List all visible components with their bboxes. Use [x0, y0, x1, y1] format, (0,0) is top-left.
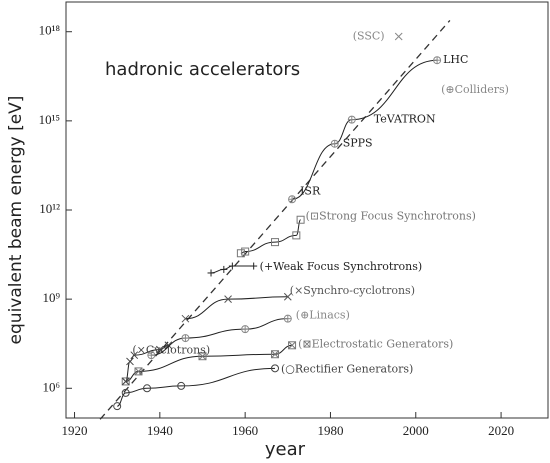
marker-stroke: [224, 295, 232, 303]
marker-stroke: [121, 377, 130, 386]
marker-shape: [241, 247, 250, 256]
marker: [121, 388, 130, 397]
marker: [164, 341, 173, 350]
series-line: [185, 296, 288, 320]
marker: [288, 195, 297, 204]
marker-stroke: [271, 350, 279, 359]
point-label: TeVATRON: [374, 113, 436, 126]
point-label: LHC: [443, 53, 468, 66]
marker-stroke: [283, 292, 292, 301]
marker: [271, 350, 280, 359]
marker: [296, 215, 305, 224]
series-label: (+Weak Focus Synchrotrons): [260, 260, 422, 273]
marker: [271, 238, 280, 247]
trend-line: [99, 19, 451, 420]
marker: [113, 402, 122, 411]
series-line: [117, 367, 276, 407]
marker: [121, 377, 130, 386]
annotation: hadronic accelerators: [105, 59, 300, 80]
y-tick-label: 10⁹: [42, 290, 60, 305]
marker-shape: [121, 388, 130, 397]
marker-stroke: [134, 367, 143, 376]
marker-stroke: [181, 314, 190, 323]
marker: [177, 381, 186, 390]
marker-shape: [271, 238, 280, 247]
marker: [181, 334, 190, 343]
marker-stroke: [155, 345, 164, 354]
y-tick-label: 10⁶: [42, 379, 60, 394]
point-label: ISR: [300, 184, 321, 197]
x-axis-label: year: [265, 439, 306, 460]
x-tick-label: 1920: [62, 423, 88, 438]
marker-stroke: [198, 352, 207, 361]
marker-stroke: [394, 32, 403, 41]
marker: [126, 357, 134, 366]
marker-shape: [271, 364, 280, 373]
marker: [241, 325, 250, 334]
marker: [134, 367, 143, 376]
y-axis-label: equivalent beam energy [eV]: [6, 96, 26, 345]
marker-shape: [198, 352, 207, 361]
marker: [198, 352, 207, 361]
x-tick-label: 2000: [403, 423, 429, 438]
x-tick-label: 1960: [232, 423, 258, 438]
marker: [181, 314, 190, 323]
marker: [130, 351, 139, 360]
series-label: (○Rectifier Generators): [281, 362, 413, 375]
marker: [220, 265, 228, 273]
marker: [394, 32, 403, 41]
x-tick-label: 1980: [317, 423, 343, 438]
series-label: (×Cyclotrons): [132, 343, 210, 356]
marker-shape: [113, 402, 122, 411]
marker-shape: [236, 249, 245, 258]
marker: [347, 115, 356, 124]
series-label: (⊠Electrostatic Generators): [298, 337, 453, 350]
marker-stroke: [164, 341, 173, 350]
marker-shape: [134, 367, 143, 376]
series-label: (⊕Linacs): [296, 309, 350, 322]
marker: [224, 295, 232, 303]
point-label: SPPS: [343, 137, 373, 150]
series-line: [211, 265, 254, 274]
marker: [292, 231, 301, 240]
marker-shape: [292, 231, 301, 240]
y-tick-label: 10¹⁸: [39, 23, 61, 38]
marker-shape: [177, 381, 186, 390]
marker-shape: [143, 384, 152, 393]
series-label: (SSC): [353, 30, 385, 43]
marker: [288, 341, 297, 350]
marker: [330, 139, 339, 148]
series-label: (⊕Colliders): [441, 83, 509, 96]
marker: [147, 351, 156, 360]
marker-shape: [288, 341, 297, 350]
x-tick-label: 2020: [488, 423, 514, 438]
marker: [250, 262, 258, 270]
marker-shape: [271, 350, 280, 359]
marker-stroke: [288, 341, 296, 350]
marker-stroke: [130, 351, 139, 360]
marker: [241, 247, 250, 256]
marker: [433, 56, 442, 65]
marker: [236, 249, 245, 258]
marker-shape: [296, 215, 305, 224]
marker-shape: [121, 377, 130, 386]
marker: [283, 292, 292, 301]
series-label: (×Synchro-cyclotrons): [290, 284, 415, 297]
marker: [283, 314, 292, 323]
series-line: [292, 59, 438, 200]
marker: [207, 269, 215, 277]
marker: [271, 364, 280, 373]
y-tick-label: 10¹²: [39, 201, 60, 216]
series-label: (⊡Strong Focus Synchrotrons): [306, 210, 476, 223]
marker-stroke: [126, 357, 134, 366]
series-line: [151, 318, 288, 356]
marker: [143, 384, 152, 393]
marker: [228, 262, 236, 270]
x-tick-label: 1940: [147, 423, 173, 438]
y-tick-label: 10¹⁵: [39, 112, 60, 127]
